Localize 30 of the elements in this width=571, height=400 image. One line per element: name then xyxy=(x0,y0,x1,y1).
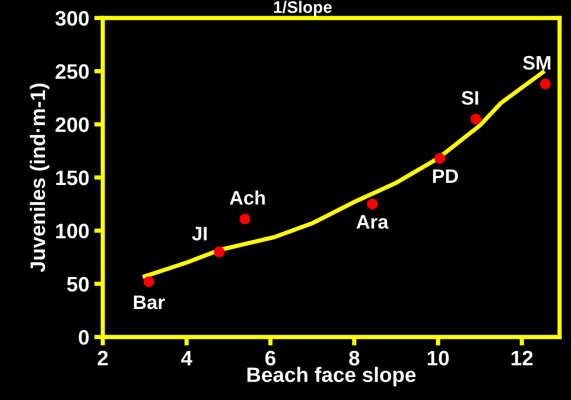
point xyxy=(214,246,225,258)
x-tick-label: 4 xyxy=(181,350,192,366)
x-tick-label: 10 xyxy=(428,350,449,366)
y-tick-label: 100 xyxy=(56,224,89,238)
point xyxy=(470,114,482,124)
point xyxy=(434,152,446,164)
x-axis-title: Beach face slope xyxy=(247,366,416,386)
point xyxy=(366,198,378,210)
point xyxy=(239,214,250,224)
y-tick-label: 250 xyxy=(56,64,89,79)
annotation: Bar xyxy=(134,296,165,310)
annotation: SM xyxy=(522,56,550,70)
y-axis-title: Juveniles (ind·m-1) xyxy=(30,84,50,272)
x-tick-label: 8 xyxy=(349,350,360,366)
annotation: SI xyxy=(462,91,478,105)
annotation: PD xyxy=(433,169,458,183)
x-tick-label: 12 xyxy=(512,350,533,366)
point xyxy=(540,78,551,90)
annotation: Ach xyxy=(230,190,265,205)
annotation: JI xyxy=(192,226,207,240)
x-tick-label: 2 xyxy=(98,350,108,366)
y-tick-label: 200 xyxy=(56,117,89,132)
y-tick-label: 150 xyxy=(56,170,89,186)
annotation: Ara xyxy=(356,215,389,229)
y-tick-label: 50 xyxy=(67,276,89,292)
y-tick-label: 0 xyxy=(78,330,89,345)
x-tick-label: 6 xyxy=(265,350,276,366)
point xyxy=(144,276,154,288)
y-tick-label: 300 xyxy=(55,11,89,26)
chart-title: 1/Slope xyxy=(274,0,332,16)
